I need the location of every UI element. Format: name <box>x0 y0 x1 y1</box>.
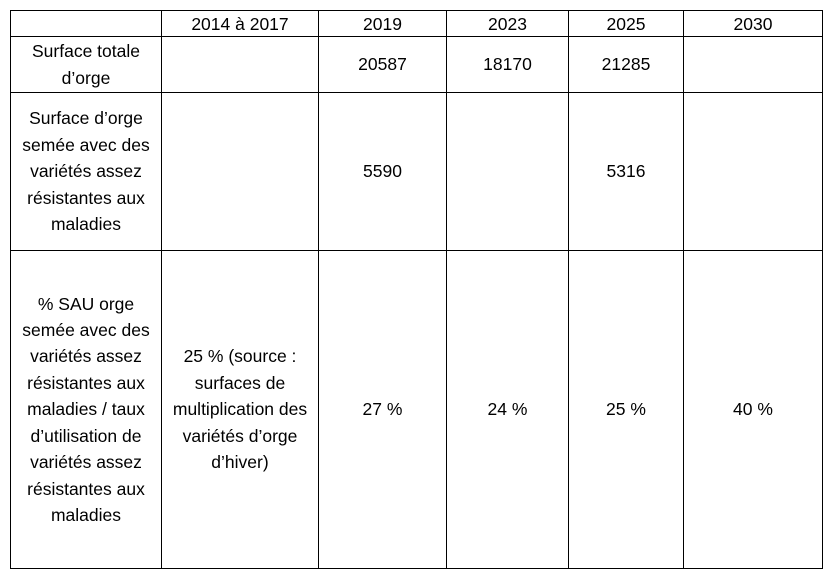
table-cell: 25 % <box>568 250 684 569</box>
table-cell: 5590 <box>318 92 447 251</box>
table-cell: 2023 <box>446 10 569 37</box>
table-cell: Surface d’orge semée avec des variétés a… <box>10 92 162 251</box>
table-row: Surface d’orge semée avec des variétés a… <box>10 92 823 251</box>
table-cell <box>683 36 823 93</box>
table-cell: 2030 <box>683 10 823 37</box>
table-cell <box>161 92 319 251</box>
table-cell: 25 % (source : surfaces de multiplicatio… <box>161 250 319 569</box>
table-cell: 21285 <box>568 36 684 93</box>
header-row: 2014 à 2017 2019 2023 2025 2030 <box>10 10 823 37</box>
table-row: % SAU orge semée avec des variétés assez… <box>10 250 823 569</box>
table-cell: 24 % <box>446 250 569 569</box>
table-row: Surface totale d’orge 20587 18170 21285 <box>10 36 823 93</box>
table-cell: % SAU orge semée avec des variétés assez… <box>10 250 162 569</box>
table-cell: 5316 <box>568 92 684 251</box>
table-cell <box>446 92 569 251</box>
table-cell <box>10 10 162 37</box>
table-cell: Surface totale d’orge <box>10 36 162 93</box>
table-cell: 18170 <box>446 36 569 93</box>
table-cell: 2014 à 2017 <box>161 10 319 37</box>
table-cell: 20587 <box>318 36 447 93</box>
table-cell: 2025 <box>568 10 684 37</box>
table-body: 2014 à 2017 2019 2023 2025 2030 Surface total… <box>10 10 823 569</box>
table-cell <box>683 92 823 251</box>
table-cell: 27 % <box>318 250 447 569</box>
table-cell: 40 % <box>683 250 823 569</box>
table-cell: 2019 <box>318 10 447 37</box>
table-cell <box>161 36 319 93</box>
data-table: 2014 à 2017 2019 2023 2025 2030 Surface total… <box>10 10 823 569</box>
